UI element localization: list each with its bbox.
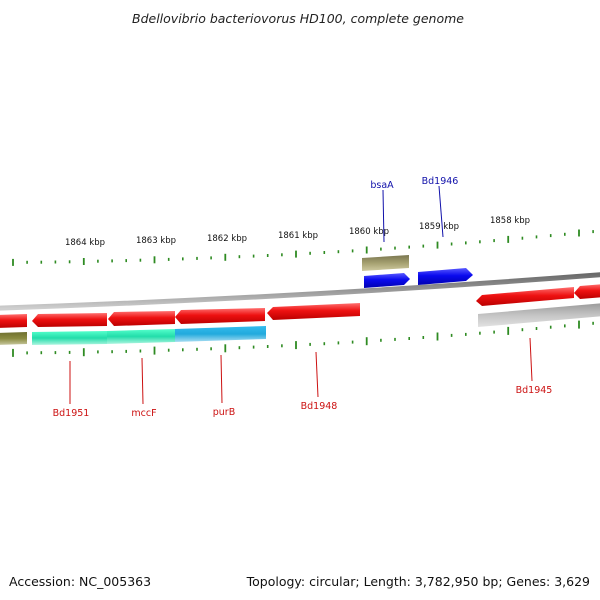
leader-mccF — [141, 357, 144, 405]
gene-Bd1945-grey-feature[interactable] — [478, 303, 600, 327]
leader-Bd1948 — [315, 351, 319, 398]
footer-summary: Topology: circular; Length: 3,782,950 bp… — [246, 574, 590, 589]
gene-leader-lines — [69, 185, 533, 405]
scale-label-1858: 1858 kbp — [490, 216, 530, 226]
leader-Bd1945 — [529, 337, 533, 382]
scale-label-1864: 1864 kbp — [65, 238, 105, 248]
lower-tick-ring — [12, 320, 594, 357]
gene-label-Bd1948[interactable]: Bd1948 — [301, 401, 338, 412]
gene-label-purB[interactable]: purB — [213, 407, 235, 418]
map-title: Bdellovibrio bacteriovorus HD100, comple… — [132, 11, 464, 26]
lower-features — [0, 284, 600, 345]
gene-purB-cds-arrow[interactable] — [175, 308, 265, 324]
leader-bsaA — [382, 189, 385, 243]
footer-accession: Accession: NC_005363 — [9, 574, 152, 589]
gene-cds-left-edge[interactable] — [0, 314, 27, 328]
scale-label-1859: 1859 kbp — [419, 222, 459, 232]
scale-label-1861: 1861 kbp — [278, 231, 318, 241]
gene-label-bsaA[interactable]: bsaA — [370, 180, 394, 191]
gene-Bd1946-cds-arrow[interactable] — [418, 268, 473, 285]
gene-bsaA-cds-arrow[interactable] — [364, 273, 410, 288]
scale-label-1860: 1860 kbp — [349, 227, 389, 237]
gene-purB-rna-feature[interactable] — [175, 326, 266, 342]
gene-label-Bd1945[interactable]: Bd1945 — [516, 385, 553, 396]
scale-labels: 1864 kbp 1863 kbp 1862 kbp 1861 kbp 1860… — [65, 216, 530, 248]
gene-Bd1948-cds-arrow[interactable] — [267, 303, 360, 320]
gene-mccF-cds-arrow[interactable] — [108, 311, 175, 326]
gene-Bd1951-rna-feature[interactable] — [32, 331, 107, 345]
gene-labels: bsaA Bd1946 Bd1951 mccF purB Bd1948 Bd19… — [53, 176, 553, 419]
gene-label-Bd1951[interactable]: Bd1951 — [53, 408, 90, 419]
gene-mccF-rna-feature[interactable] — [107, 329, 175, 344]
upper-tick-ring — [12, 229, 594, 266]
upper-features — [362, 255, 473, 288]
gene-Bd1945-cds-arrow[interactable] — [476, 287, 574, 306]
scale-label-1862: 1862 kbp — [207, 234, 247, 244]
gene-olive-left-edge[interactable] — [0, 332, 27, 345]
gene-label-mccF[interactable]: mccF — [131, 408, 156, 419]
genome-backbone — [0, 272, 600, 311]
leader-purB — [220, 354, 223, 404]
gene-cds-right-edge[interactable] — [574, 284, 600, 299]
scale-label-1863: 1863 kbp — [136, 236, 176, 246]
gene-bsaA-feature[interactable] — [362, 255, 409, 271]
gene-label-Bd1946[interactable]: Bd1946 — [422, 176, 459, 187]
leader-Bd1946 — [438, 185, 444, 238]
gene-Bd1951-cds-arrow[interactable] — [32, 313, 107, 327]
